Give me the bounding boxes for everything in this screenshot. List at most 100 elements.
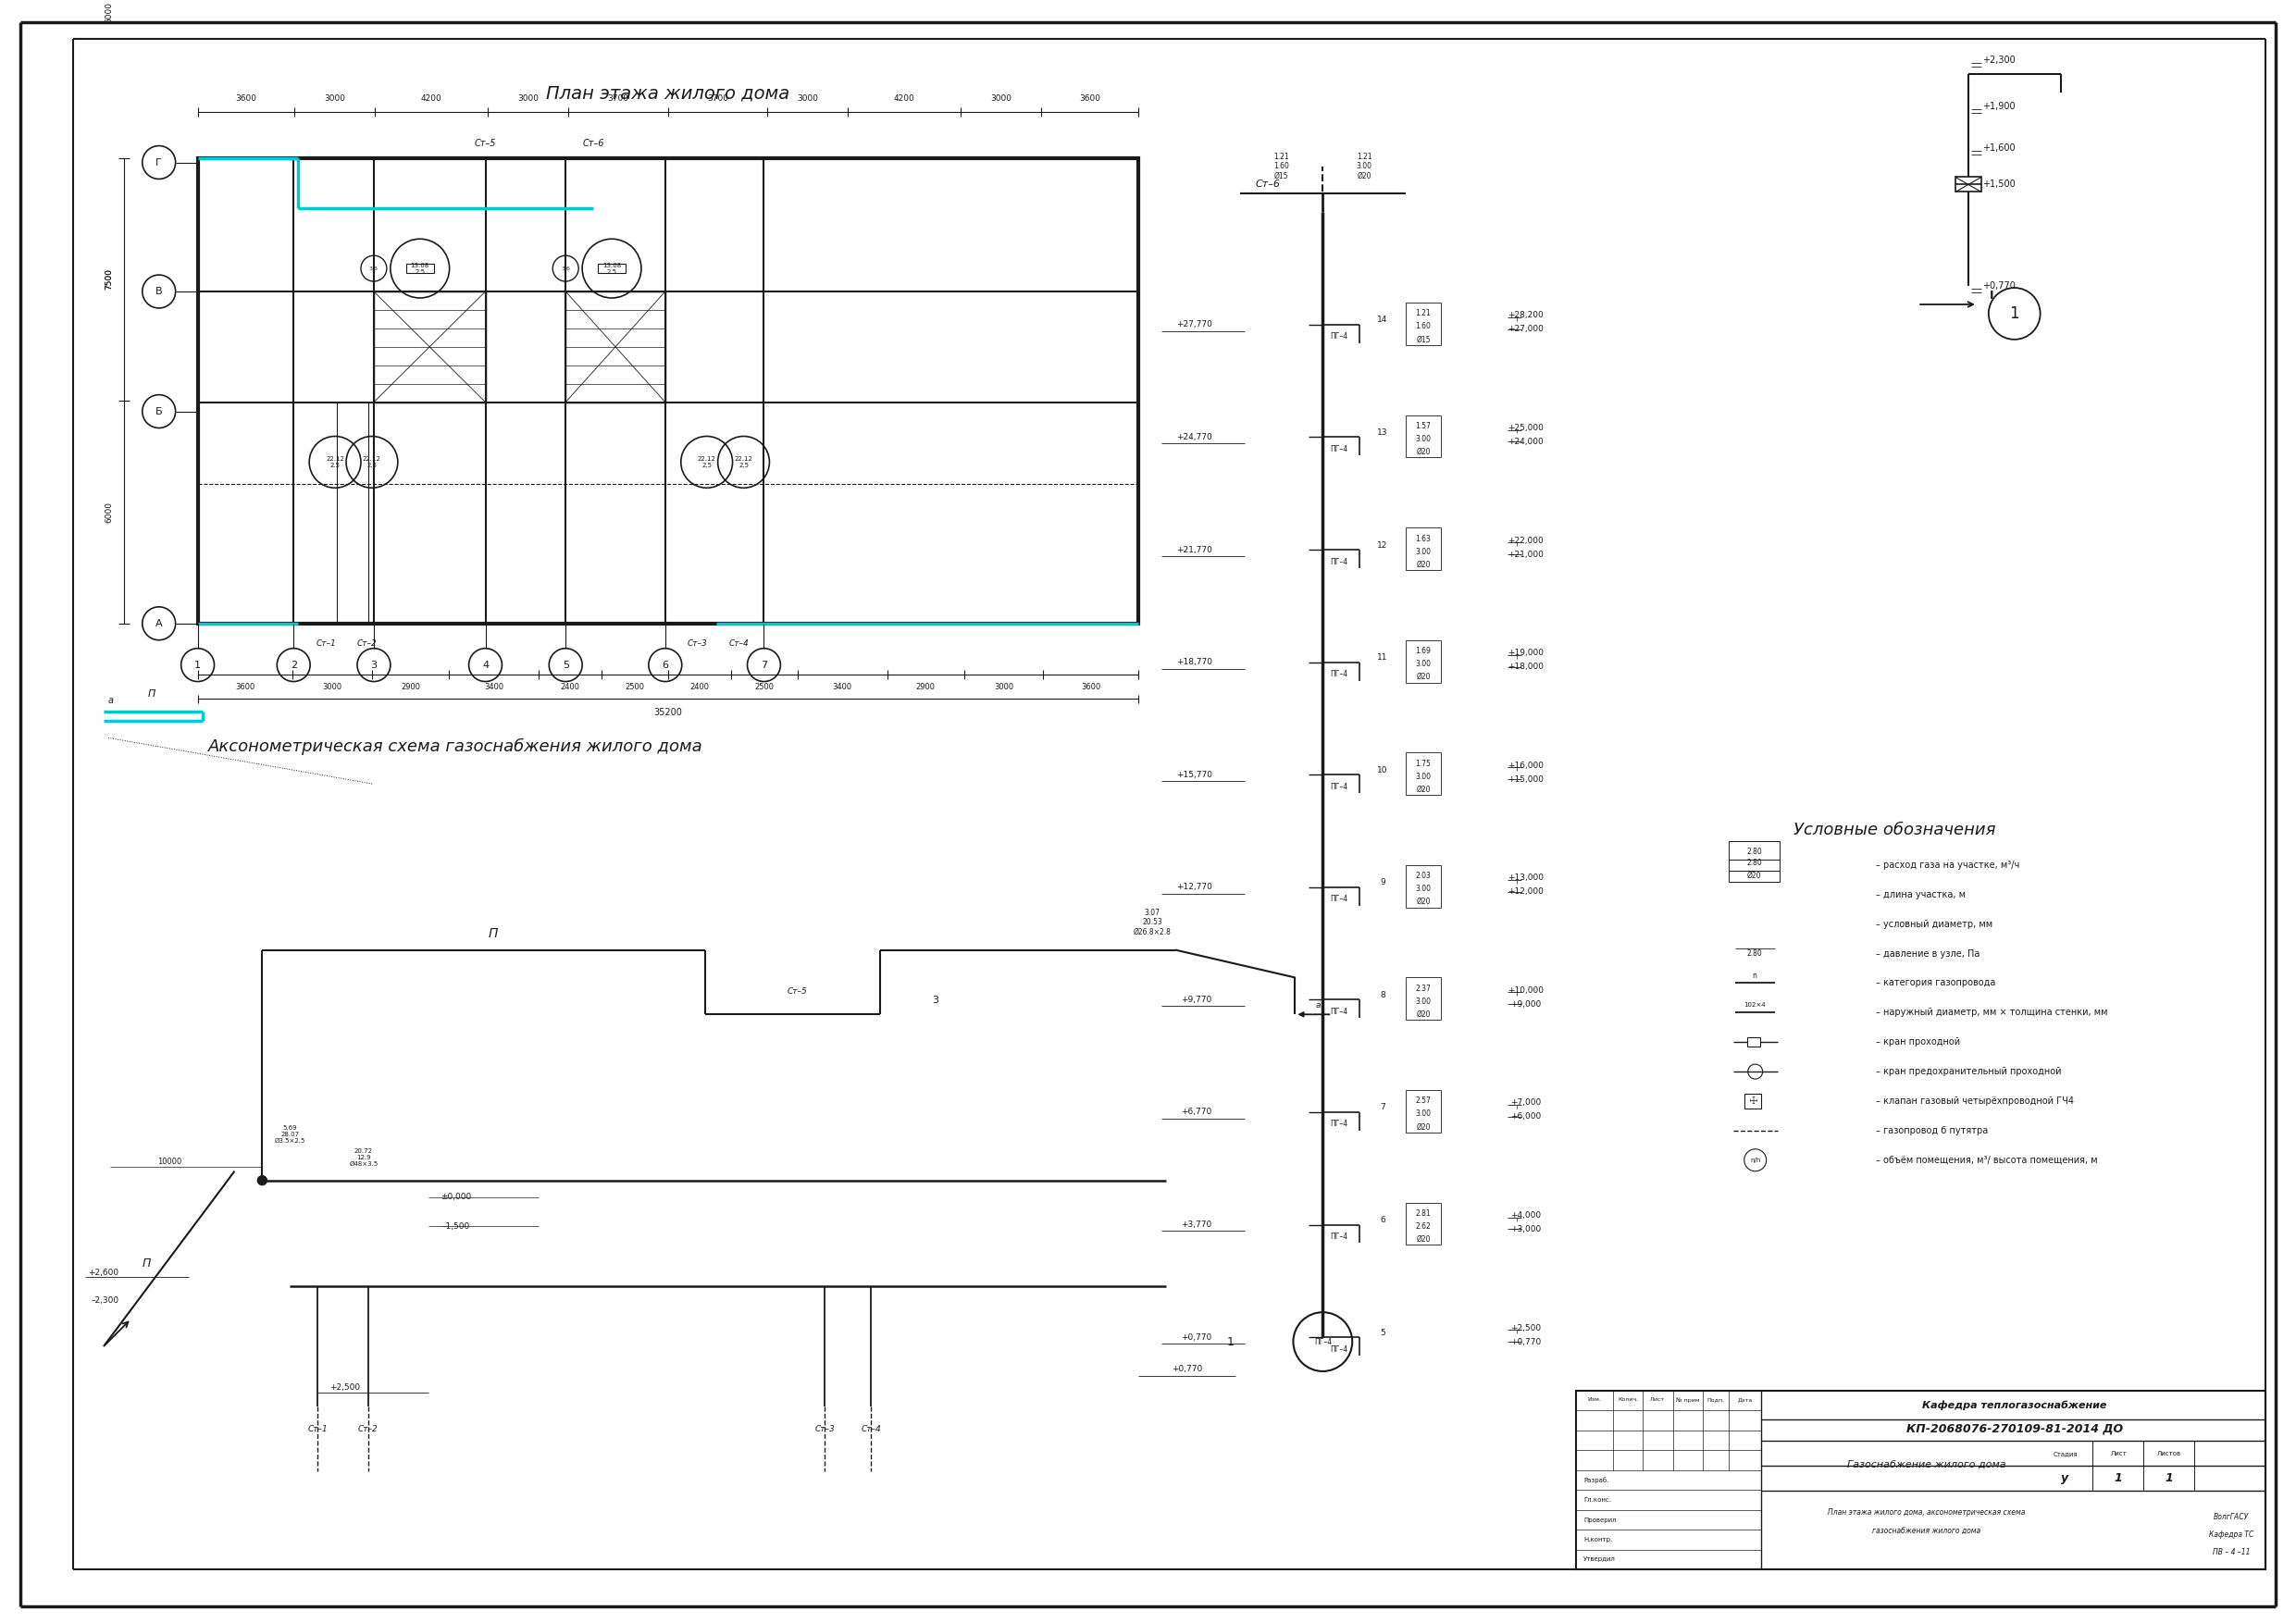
Text: – категория газопровода: – категория газопровода bbox=[1876, 979, 1995, 988]
Text: ПГ–4: ПГ–4 bbox=[1329, 1232, 1348, 1242]
Text: +21,770: +21,770 bbox=[1176, 545, 1212, 553]
Text: 3400: 3400 bbox=[484, 683, 503, 691]
Text: 1.21
1.60
Ø15: 1.21 1.60 Ø15 bbox=[1274, 153, 1288, 180]
Text: Ø20: Ø20 bbox=[1417, 1123, 1430, 1131]
Bar bbox=[1405, 753, 1442, 795]
Text: 3700: 3700 bbox=[608, 94, 629, 102]
Text: Ø15: Ø15 bbox=[1417, 336, 1430, 344]
Text: 13.68
2.5: 13.68 2.5 bbox=[411, 263, 429, 274]
Text: +6,770: +6,770 bbox=[1182, 1109, 1212, 1117]
Text: +6,000: +6,000 bbox=[1511, 1113, 1541, 1121]
Text: +9,000: +9,000 bbox=[1511, 1000, 1541, 1008]
Text: +0,770: +0,770 bbox=[1511, 1337, 1541, 1345]
Text: 35200: 35200 bbox=[654, 708, 682, 717]
Text: 11: 11 bbox=[1378, 654, 1389, 662]
Text: 3000: 3000 bbox=[990, 94, 1013, 102]
Text: – клапан газовый четырёхпроводной ГЧ4: – клапан газовый четырёхпроводной ГЧ4 bbox=[1876, 1097, 2073, 1105]
Text: Ст–3: Ст–3 bbox=[815, 1425, 836, 1433]
Text: 7500: 7500 bbox=[106, 268, 113, 289]
Text: 2500: 2500 bbox=[625, 683, 645, 691]
Text: 2.80: 2.80 bbox=[1747, 859, 1761, 867]
Text: 1.75: 1.75 bbox=[1414, 760, 1430, 768]
Text: 3: 3 bbox=[932, 997, 939, 1005]
Text: +7,000: +7,000 bbox=[1511, 1099, 1541, 1107]
Text: 3000: 3000 bbox=[994, 683, 1013, 691]
Text: 3000: 3000 bbox=[797, 94, 817, 102]
Text: 3600: 3600 bbox=[236, 683, 255, 691]
Text: Кафедра ТС: Кафедра ТС bbox=[2209, 1530, 2252, 1539]
Text: Гл.конс.: Гл.конс. bbox=[1584, 1496, 1612, 1503]
Bar bbox=[1577, 1391, 2266, 1569]
Text: +1,500: +1,500 bbox=[1981, 180, 2016, 190]
Text: Ø20: Ø20 bbox=[1417, 674, 1430, 682]
Text: ±0,000: ±0,000 bbox=[441, 1193, 471, 1201]
Text: Ст–5: Ст–5 bbox=[475, 138, 496, 148]
Text: 3.00: 3.00 bbox=[1414, 661, 1430, 669]
Text: +12,770: +12,770 bbox=[1176, 883, 1212, 891]
Text: Ø20: Ø20 bbox=[1747, 872, 1761, 880]
Text: Проверил: Проверил bbox=[1584, 1518, 1616, 1522]
Text: +2,500: +2,500 bbox=[331, 1384, 360, 1393]
Text: 22.12
2.5: 22.12 2.5 bbox=[735, 456, 753, 467]
Text: 6: 6 bbox=[1380, 1216, 1384, 1224]
Text: +18,770: +18,770 bbox=[1176, 657, 1212, 667]
Text: План этажа жилого дома: План этажа жилого дома bbox=[546, 84, 790, 102]
Text: 22.12
2.5: 22.12 2.5 bbox=[326, 456, 344, 467]
Text: 7500: 7500 bbox=[106, 268, 113, 289]
Text: 9: 9 bbox=[1380, 878, 1384, 886]
Text: 3.6: 3.6 bbox=[560, 266, 569, 271]
Text: ПВ – 4 –11: ПВ – 4 –11 bbox=[2213, 1548, 2250, 1556]
Text: 1: 1 bbox=[1226, 1336, 1235, 1347]
Text: Ø20: Ø20 bbox=[1417, 448, 1430, 456]
Text: газоснабжения жилого дома: газоснабжения жилого дома bbox=[1874, 1527, 1981, 1535]
Text: ПГ–4: ПГ–4 bbox=[1329, 445, 1348, 453]
Text: +0,770: +0,770 bbox=[1981, 281, 2016, 291]
Text: 6000: 6000 bbox=[106, 2, 113, 23]
Text: ПГ–4: ПГ–4 bbox=[1313, 1337, 1332, 1345]
Text: 2500: 2500 bbox=[755, 683, 774, 691]
Text: +2,600: +2,600 bbox=[87, 1269, 119, 1277]
Bar bbox=[1405, 1203, 1442, 1245]
Text: – длина участка, м: – длина участка, м bbox=[1876, 889, 1965, 899]
Text: 10000: 10000 bbox=[158, 1157, 181, 1165]
Text: +1,900: +1,900 bbox=[1981, 102, 2016, 110]
Text: 8: 8 bbox=[1380, 992, 1384, 1000]
Text: ПГ–4: ПГ–4 bbox=[1329, 1008, 1348, 1016]
Text: 3.6: 3.6 bbox=[370, 266, 379, 271]
Text: – кран проходной: – кран проходной bbox=[1876, 1037, 1961, 1047]
Text: ПГ–4: ПГ–4 bbox=[1329, 670, 1348, 678]
Text: n: n bbox=[1752, 972, 1756, 980]
Text: Листов: Листов bbox=[2158, 1451, 2181, 1456]
Bar bbox=[565, 292, 666, 403]
Text: Б: Б bbox=[156, 407, 163, 415]
Text: 3000: 3000 bbox=[324, 683, 342, 691]
Text: 102×4: 102×4 bbox=[1743, 1003, 1766, 1008]
Text: Колич.: Колич. bbox=[1619, 1397, 1639, 1402]
Text: а: а bbox=[1316, 1001, 1320, 1010]
Text: 1: 1 bbox=[2165, 1472, 2174, 1485]
Bar bbox=[597, 265, 625, 273]
Text: 3600: 3600 bbox=[1081, 683, 1100, 691]
Bar bbox=[406, 265, 434, 273]
Text: 3.00: 3.00 bbox=[1414, 885, 1430, 893]
Text: 1.21: 1.21 bbox=[1417, 310, 1430, 318]
Text: Газоснабжение жилого дома: Газоснабжение жилого дома bbox=[1848, 1461, 2007, 1469]
Text: 5: 5 bbox=[563, 661, 569, 670]
Text: 1: 1 bbox=[195, 661, 202, 670]
Text: 13: 13 bbox=[1378, 428, 1389, 437]
Text: – наружный диаметр, мм × толщина стенки, мм: – наружный диаметр, мм × толщина стенки,… bbox=[1876, 1008, 2108, 1018]
Text: Ø20: Ø20 bbox=[1417, 898, 1430, 906]
Text: –2,300: –2,300 bbox=[92, 1297, 119, 1305]
Text: –1,500: –1,500 bbox=[441, 1222, 471, 1230]
Text: 3.07
20.53
Ø26.8×2.8: 3.07 20.53 Ø26.8×2.8 bbox=[1134, 909, 1171, 936]
Text: Стадия: Стадия bbox=[2053, 1451, 2078, 1456]
Bar bbox=[1405, 639, 1442, 682]
Text: Утвердил: Утвердил bbox=[1584, 1556, 1616, 1563]
Text: Кафедра теплогазоснабжение: Кафедра теплогазоснабжение bbox=[1922, 1401, 2108, 1410]
Text: 3400: 3400 bbox=[833, 683, 852, 691]
Text: +12,000: +12,000 bbox=[1508, 888, 1543, 896]
Text: А: А bbox=[156, 618, 163, 628]
Bar bbox=[1405, 977, 1442, 1019]
Text: ПГ–4: ПГ–4 bbox=[1329, 782, 1348, 790]
Text: – объём помещения, м³/ высота помещения, м: – объём помещения, м³/ высота помещения,… bbox=[1876, 1156, 2099, 1165]
